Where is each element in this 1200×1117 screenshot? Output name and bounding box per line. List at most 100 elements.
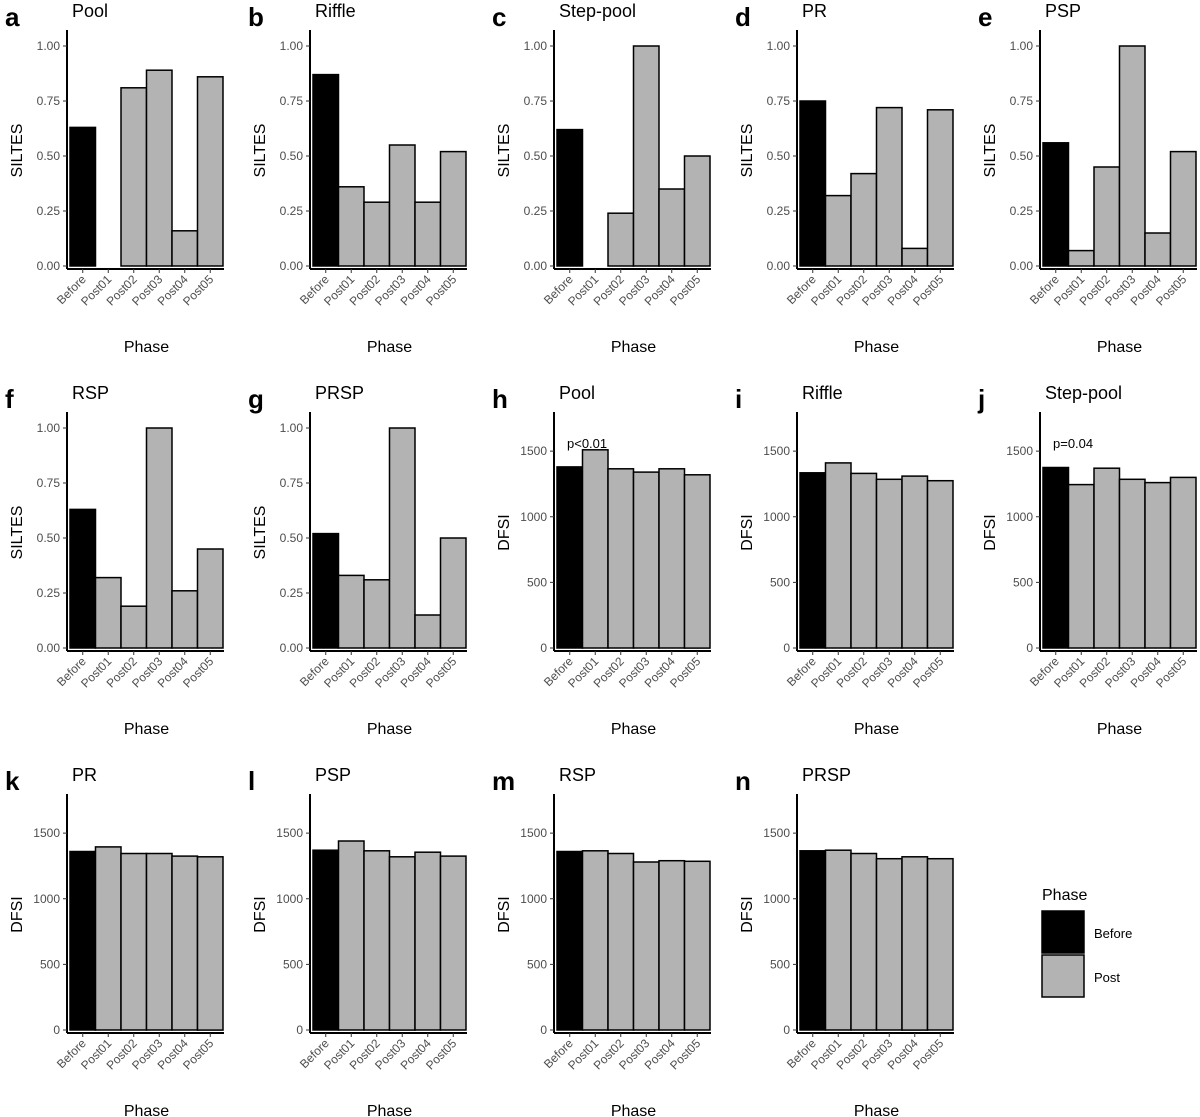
- bar-post03: [632, 861, 660, 1031]
- y-tick-label: 1.00: [1010, 39, 1034, 53]
- legend-key-post: [1041, 954, 1085, 998]
- bar-post05: [196, 856, 224, 1031]
- panel-k: k PR050010001500BeforePost01Post02Post03P…: [5, 765, 224, 1117]
- bar-post05: [926, 479, 954, 649]
- y-tick-label: 1.00: [37, 421, 61, 435]
- y-tick-label: 1500: [276, 826, 303, 840]
- panel-h: h Pool050010001500BeforePost01Post02Post0…: [492, 383, 711, 738]
- panel-n: n PRSP050010001500BeforePost01Post02Post0…: [735, 765, 954, 1117]
- bar-before: [556, 850, 584, 1031]
- panel-title: PR: [72, 765, 97, 785]
- panel-m: m RSP050010001500BeforePost01Post02Post03…: [492, 765, 711, 1117]
- bar-post02: [120, 852, 148, 1031]
- y-tick-label: 1.00: [767, 39, 791, 53]
- y-tick-label: 0.25: [767, 204, 791, 218]
- bar-before: [312, 73, 340, 267]
- y-tick-label: 1000: [33, 892, 60, 906]
- panel-letter: e: [978, 2, 992, 32]
- bar-post05: [439, 855, 467, 1031]
- y-axis-title: DFSI: [496, 896, 513, 932]
- bar-post01: [581, 449, 609, 649]
- y-axis-title: DFSI: [739, 896, 756, 932]
- bar-post02: [363, 579, 391, 649]
- y-tick-label: 1000: [1006, 510, 1033, 524]
- bar-post04: [901, 475, 929, 649]
- y-axis-title: SILTES: [496, 124, 513, 178]
- panel-title: PRSP: [802, 765, 851, 785]
- significance-annotation: p<0.01: [567, 436, 607, 451]
- y-tick-label: 1500: [763, 444, 790, 458]
- bar-before: [556, 128, 584, 267]
- y-tick-label: 0.25: [37, 586, 61, 600]
- y-tick-label: 1500: [520, 826, 547, 840]
- panel-l: l PSP050010001500BeforePost01Post02Post03…: [248, 765, 467, 1117]
- x-axis-title: Phase: [611, 1103, 656, 1117]
- panel-letter: d: [735, 2, 751, 32]
- x-axis-title: Phase: [367, 339, 412, 356]
- panel-title: Pool: [72, 1, 108, 21]
- bar-post02: [363, 850, 391, 1031]
- bar-post04: [414, 614, 442, 649]
- y-tick-label: 0.00: [524, 259, 548, 273]
- y-tick-label: 0.00: [37, 259, 61, 273]
- y-tick-label: 0: [540, 1023, 547, 1037]
- bar-post02: [607, 468, 635, 649]
- y-tick-label: 0.50: [37, 149, 61, 163]
- panel-letter: g: [248, 384, 264, 414]
- x-axis-title: Phase: [124, 1103, 169, 1117]
- panel-letter: l: [248, 766, 255, 796]
- y-axis-title: DFSI: [252, 896, 269, 932]
- bar-before: [69, 126, 97, 267]
- y-tick-label: 0.75: [1010, 94, 1034, 108]
- y-tick-label: 0.75: [280, 476, 304, 490]
- panel-letter: k: [5, 766, 20, 796]
- bar-before: [69, 850, 97, 1031]
- bar-post03: [388, 427, 416, 649]
- bar-before: [556, 466, 584, 649]
- bar-post03: [145, 427, 173, 649]
- x-axis-title: Phase: [367, 1103, 412, 1117]
- y-tick-label: 0.25: [280, 204, 304, 218]
- bar-post05: [926, 109, 954, 267]
- y-axis-title: SILTES: [252, 506, 269, 560]
- y-tick-label: 1500: [33, 826, 60, 840]
- legend-key-before: [1041, 910, 1085, 954]
- y-tick-label: 0: [540, 641, 547, 655]
- panel-letter: h: [492, 384, 508, 414]
- bar-post05: [683, 155, 711, 267]
- bar-before: [312, 849, 340, 1031]
- legend-title: Phase: [1042, 887, 1087, 904]
- y-tick-label: 0.00: [280, 259, 304, 273]
- bar-post05: [439, 150, 467, 267]
- bar-post04: [658, 468, 686, 649]
- y-tick-label: 1000: [520, 892, 547, 906]
- bar-post05: [439, 537, 467, 649]
- y-axis-title: SILTES: [252, 124, 269, 178]
- panel-title: PSP: [315, 765, 351, 785]
- y-tick-label: 0.00: [767, 259, 791, 273]
- bar-post02: [363, 201, 391, 267]
- panel-title: RSP: [559, 765, 596, 785]
- y-tick-label: 500: [527, 575, 547, 589]
- y-tick-label: 0.00: [37, 641, 61, 655]
- y-tick-label: 0.50: [280, 149, 304, 163]
- panel-title: Step-pool: [559, 1, 636, 21]
- bar-post03: [875, 106, 903, 267]
- panel-title: Riffle: [315, 1, 356, 21]
- y-tick-label: 0.25: [1010, 204, 1034, 218]
- bar-post01: [824, 849, 852, 1031]
- y-axis-title: DFSI: [739, 514, 756, 550]
- bar-post01: [94, 846, 122, 1031]
- bar-post04: [171, 590, 199, 649]
- y-tick-label: 0.50: [524, 149, 548, 163]
- x-axis-title: Phase: [611, 339, 656, 356]
- y-tick-label: 0.50: [280, 531, 304, 545]
- bar-post04: [658, 859, 686, 1031]
- y-tick-label: 1.00: [37, 39, 61, 53]
- bar-post04: [901, 856, 929, 1031]
- x-axis-title: Phase: [367, 721, 412, 738]
- bar-post03: [1118, 45, 1146, 267]
- bar-post01: [1067, 249, 1095, 267]
- x-axis-title: Phase: [1097, 339, 1142, 356]
